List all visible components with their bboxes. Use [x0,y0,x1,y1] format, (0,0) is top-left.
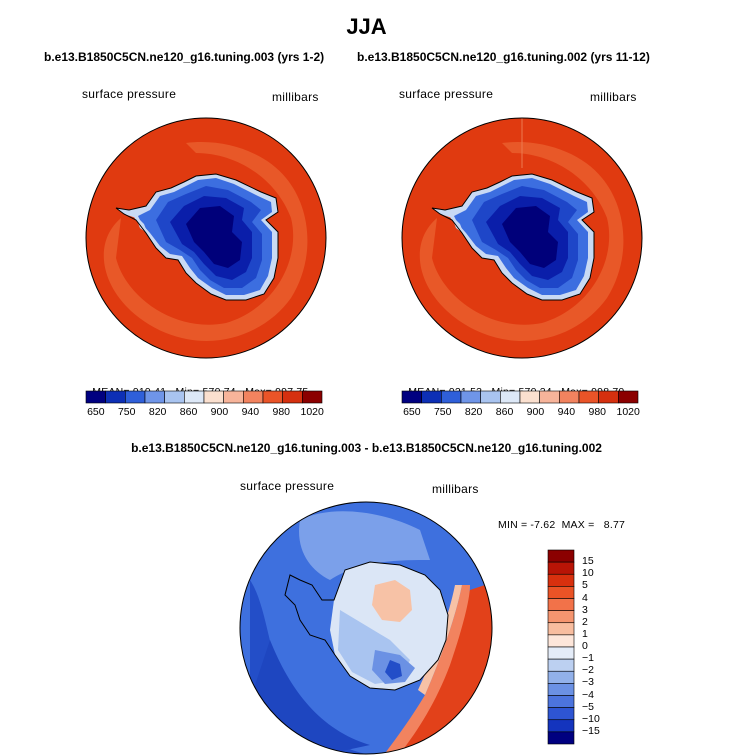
colorbar-label: 15 [582,555,594,568]
panel-2-coastline [431,173,595,301]
difference-stats: MIN = -7.62 MAX = 8.77 [498,519,626,531]
difference-max: 8.77 [603,519,626,531]
colorbar-label: 3 [582,603,588,616]
colorbar-label: 820 [148,406,167,418]
colorbar-box [547,683,575,696]
difference-min: -7.62 [530,519,556,531]
colorbar-box [547,549,575,563]
colorbar-box [547,707,575,721]
colorbar-label: −1 [582,652,594,665]
colorbar-box [547,622,575,636]
colorbar-box [547,695,575,708]
colorbar-label: 650 [87,406,105,418]
colorbar-box [547,573,575,587]
colorbar-label: 1 [582,627,588,640]
colorbar-label: 820 [464,406,483,418]
colorbar-box [547,586,575,599]
colorbar-label: −4 [582,688,594,701]
difference-orange-edge-east [380,585,470,754]
colorbar-label: 0 [582,640,588,652]
colorbar-label: 940 [557,406,576,418]
colorbar-label: 980 [272,406,291,418]
difference-coastline [284,561,449,691]
colorbar-box [547,658,575,672]
colorbar-label: 2 [582,615,588,628]
colorbar-label: 1020 [300,406,324,418]
difference-variable-label: surface pressure [240,479,335,493]
difference-title: b.e13.B1850C5CN.ne120_g16.tuning.003 - b… [131,441,602,455]
difference-colorbar-labels: 15 10 5 4 3 2 1 0 −1 −2 −3 −4 −5 −10 −15 [582,550,622,744]
panel-2-colorbar-labels: 650 750 820 860 900 940 980 1020 [402,406,640,420]
colorbar-box [302,390,323,404]
colorbar-box [547,670,575,684]
colorbar-label: −3 [582,676,594,689]
colorbar-label: 10 [582,567,594,580]
colorbar-label: 980 [588,406,607,418]
figure-title: JJA [346,14,387,39]
colorbar-label: −2 [582,664,594,677]
colorbar-label: 900 [210,406,229,418]
panel-1-peninsula [116,208,148,234]
colorbar-label: 940 [241,406,260,418]
colorbar-label: −5 [582,700,594,713]
colorbar-box [547,731,575,745]
difference-dark-blob [385,660,402,680]
panel-2-peninsula [432,208,464,234]
colorbar-label: 1020 [616,406,640,418]
colorbar-box [547,561,575,575]
colorbar-box [547,646,575,660]
difference-light-band-north [299,511,430,580]
difference-positive-center [372,580,412,622]
colorbar-box [547,598,575,611]
colorbar-label: 860 [179,406,198,418]
panel-1-antarctica-dome [186,206,242,268]
colorbar-label: 860 [495,406,514,418]
colorbar-label: 650 [403,406,421,418]
panel-2-variable-label: surface pressure [399,87,494,101]
panel-1-colorbar-labels: 650 750 820 860 900 940 980 1020 [86,406,324,420]
colorbar-label: 900 [526,406,545,418]
panel-2-run-title: b.e13.B1850C5CN.ne120_g16.tuning.002 (yr… [357,50,650,64]
colorbar-box [618,390,639,404]
colorbar-label: 750 [117,406,136,418]
colorbar-label: 4 [582,591,588,604]
colorbar-label: 750 [433,406,452,418]
colorbar-box [547,610,575,624]
panel-1-units-label: millibars [272,90,319,104]
colorbar-box [547,719,575,733]
panel-1-coastline [115,173,279,301]
colorbar-label: −10 [582,712,600,725]
colorbar-label: −15 [582,724,600,737]
colorbar-label: 5 [582,579,588,592]
panel-1-variable-label: surface pressure [82,87,177,101]
panel-2-units-label: millibars [590,90,637,104]
colorbar-box [547,634,575,648]
panel-2-antarctica-dome [502,206,558,268]
difference-units-label: millibars [432,482,479,496]
panel-1-run-title: b.e13.B1850C5CN.ne120_g16.tuning.003 (yr… [44,50,325,64]
